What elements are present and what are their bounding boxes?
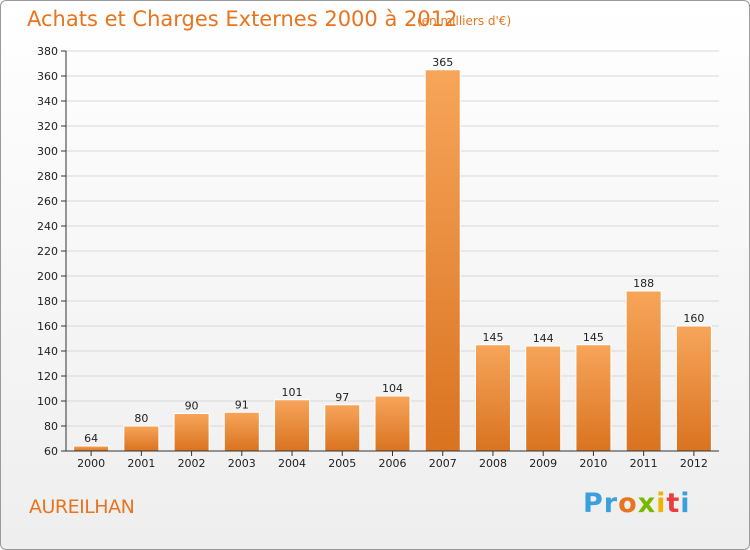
y-tick-label: 340 — [37, 95, 58, 108]
data-label: 144 — [533, 332, 554, 345]
logo-letter: i — [680, 488, 691, 519]
y-tick-label: 100 — [37, 395, 58, 408]
x-tick-label: 2009 — [529, 457, 557, 470]
commune-name: AUREILHAN — [29, 496, 135, 518]
y-tick-label: 200 — [37, 270, 58, 283]
logo-letter: x — [637, 488, 657, 519]
data-label: 160 — [683, 312, 704, 325]
bar — [424, 69, 461, 452]
bar — [374, 395, 411, 452]
x-tick-label: 2003 — [228, 457, 256, 470]
y-tick-label: 180 — [37, 295, 58, 308]
logo-letter: P — [583, 488, 604, 519]
y-tick-label: 380 — [37, 45, 58, 58]
bar — [123, 425, 160, 452]
logo-letter: t — [666, 488, 681, 519]
data-label: 101 — [282, 386, 303, 399]
y-tick-label: 120 — [37, 370, 58, 383]
data-label: 64 — [84, 432, 98, 445]
y-tick-label: 280 — [37, 170, 58, 183]
data-label: 104 — [382, 382, 403, 395]
bar — [324, 404, 361, 452]
logo-letter: i — [656, 488, 667, 519]
bar — [675, 325, 712, 452]
y-tick-label: 220 — [37, 245, 58, 258]
y-tick-label: 360 — [37, 70, 58, 83]
data-label: 80 — [134, 412, 148, 425]
y-tick-label: 320 — [37, 120, 58, 133]
bar — [173, 413, 210, 452]
bar — [525, 345, 562, 452]
chart-subtitle: (en milliers d'€) — [417, 14, 512, 28]
data-label: 365 — [432, 56, 453, 69]
x-tick-label: 2001 — [127, 457, 155, 470]
x-tick-label: 2002 — [178, 457, 206, 470]
bar — [274, 399, 311, 452]
data-label: 145 — [482, 331, 503, 344]
x-tick-label: 2008 — [479, 457, 507, 470]
logo-letter: r — [603, 488, 619, 519]
y-tick-label: 80 — [44, 420, 58, 433]
bar — [474, 344, 511, 452]
x-tick-label: 2005 — [328, 457, 356, 470]
chart-title: Achats et Charges Externes 2000 à 2012 — [27, 7, 458, 31]
y-tick-label: 300 — [37, 145, 58, 158]
proxiti-logo: Proxiti — [583, 488, 691, 519]
x-tick-label: 2012 — [680, 457, 708, 470]
data-label: 90 — [185, 400, 199, 413]
y-tick-label: 60 — [44, 445, 58, 458]
data-label: 97 — [335, 391, 349, 404]
x-tick-label: 2011 — [630, 457, 658, 470]
data-label: 145 — [583, 331, 604, 344]
logo-letter: o — [618, 488, 638, 519]
bar — [625, 290, 662, 452]
bar — [223, 411, 260, 452]
data-label: 91 — [235, 398, 249, 411]
x-tick-label: 2000 — [77, 457, 105, 470]
y-tick-label: 140 — [37, 345, 58, 358]
bar — [575, 344, 612, 452]
y-tick-label: 240 — [37, 220, 58, 233]
bar — [73, 445, 110, 452]
y-tick-label: 260 — [37, 195, 58, 208]
x-tick-label: 2006 — [379, 457, 407, 470]
data-label: 188 — [633, 277, 654, 290]
y-tick-label: 160 — [37, 320, 58, 333]
x-tick-label: 2007 — [429, 457, 457, 470]
x-tick-label: 2004 — [278, 457, 306, 470]
x-tick-label: 2010 — [579, 457, 607, 470]
